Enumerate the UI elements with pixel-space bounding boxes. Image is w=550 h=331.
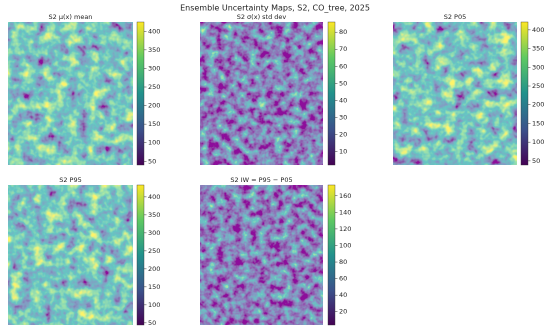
colorbar-tick-label: 80 (339, 28, 347, 36)
map (393, 22, 517, 165)
colorbar-tick-label: 300 (148, 229, 160, 237)
panel-title: S2 σ(x) std dev (237, 13, 287, 21)
panel-title: S2 P95 (59, 176, 82, 184)
colorbar-tick-label: 400 (148, 27, 160, 35)
colorbar-tick-label: 70 (339, 45, 347, 53)
colorbar-tick-label: 350 (532, 45, 544, 53)
colorbar-tick-label: 30 (339, 113, 347, 121)
panel-title: S2 P05 (444, 13, 467, 21)
map (200, 22, 323, 165)
colorbar-tick-label: 100 (339, 241, 351, 249)
panel-title: S2 μ(x) mean (49, 13, 93, 21)
colorbar-tick-label: 100 (148, 301, 160, 309)
colorbar-tick-label: 20 (339, 130, 347, 138)
colorbar-tick-label: 400 (148, 193, 160, 201)
colorbar-tick-label: 60 (339, 62, 347, 70)
colorbar-tick-label: 200 (148, 102, 160, 110)
colorbar-tick-label: 250 (532, 82, 544, 90)
colorbar-tick-label: 200 (148, 265, 160, 273)
colorbar-tick-label: 100 (532, 138, 544, 146)
colorbar-tick-label: 50 (532, 157, 540, 165)
colorbar-tick-label: 40 (339, 96, 347, 104)
panel-title: S2 IW = P95 − P05 (230, 176, 292, 184)
colorbar-tick-label: 20 (339, 308, 347, 316)
colorbar-tick-label: 50 (148, 157, 156, 165)
colorbar-tick-label: 350 (148, 46, 160, 54)
colorbar (136, 184, 145, 326)
colorbar-tick-label: 150 (532, 119, 544, 127)
colorbar-tick-label: 400 (532, 26, 544, 34)
colorbar-tick-label: 300 (148, 64, 160, 72)
colorbar-tick-label: 120 (339, 225, 351, 233)
colorbar-tick-label: 200 (532, 101, 544, 109)
map (8, 185, 133, 325)
colorbar (136, 21, 145, 166)
colorbar-tick-label: 250 (148, 247, 160, 255)
map (200, 185, 323, 325)
colorbar-tick-label: 60 (339, 275, 347, 283)
colorbar-tick-label: 50 (339, 79, 347, 87)
colorbar-tick-label: 100 (148, 139, 160, 147)
colorbar-tick-label: 160 (339, 192, 351, 200)
colorbar (327, 184, 336, 326)
colorbar-tick-label: 140 (339, 208, 351, 216)
colorbar-tick-label: 50 (148, 319, 156, 327)
colorbar (327, 21, 336, 166)
colorbar-tick-label: 300 (532, 63, 544, 71)
colorbar (520, 21, 529, 166)
colorbar-tick-label: 250 (148, 83, 160, 91)
colorbar-tick-label: 40 (339, 291, 347, 299)
map (8, 22, 133, 165)
colorbar-tick-label: 150 (148, 283, 160, 291)
colorbar-tick-label: 350 (148, 211, 160, 219)
colorbar-tick-label: 10 (339, 147, 347, 155)
colorbar-tick-label: 150 (148, 120, 160, 128)
figure-title: Ensemble Uncertainty Maps, S2, CO_tree, … (180, 4, 370, 13)
colorbar-tick-label: 80 (339, 258, 347, 266)
